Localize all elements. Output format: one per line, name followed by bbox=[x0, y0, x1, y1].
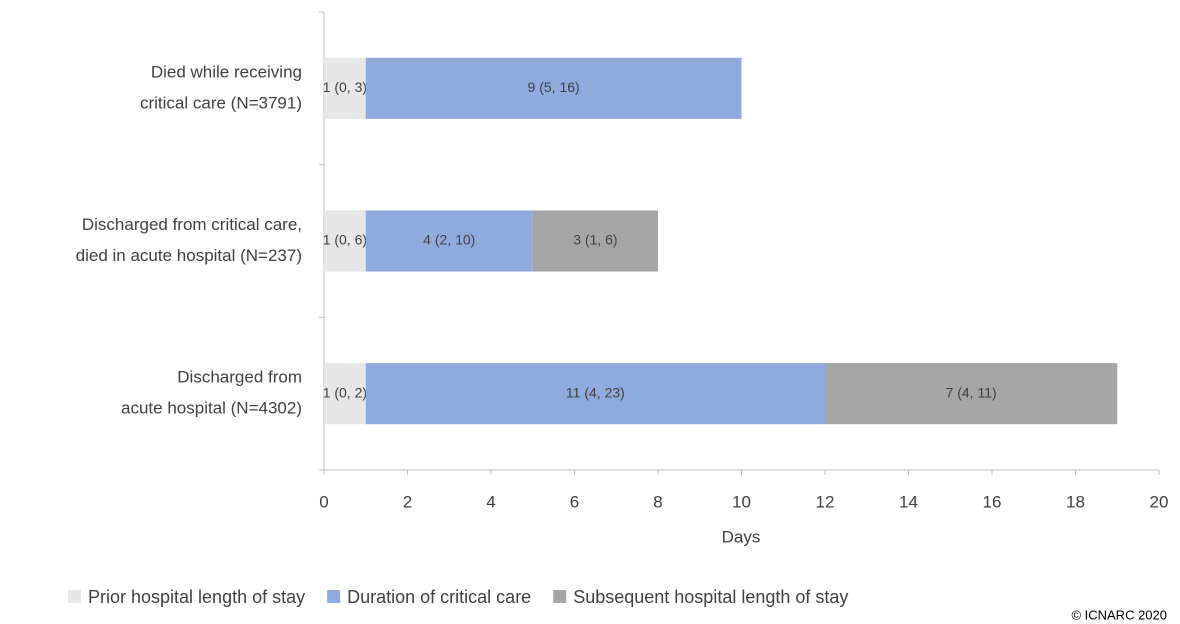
legend-swatch bbox=[68, 590, 81, 603]
x-axis-label: Days bbox=[722, 527, 761, 546]
legend-label: Duration of critical care bbox=[347, 587, 531, 607]
y-tick-label: acute hospital (N=4302) bbox=[121, 399, 302, 418]
y-tick-label: critical care (N=3791) bbox=[140, 93, 302, 112]
y-tick-label: Discharged from bbox=[177, 368, 302, 387]
x-tick-label: 10 bbox=[732, 492, 751, 511]
bar-segment bbox=[324, 210, 366, 272]
legend-label: Prior hospital length of stay bbox=[88, 587, 305, 607]
x-tick-label: 20 bbox=[1150, 492, 1169, 511]
x-tick-label: 18 bbox=[1066, 492, 1085, 511]
bar-segment bbox=[365, 363, 825, 425]
value-label: 1 (0, 2) bbox=[323, 384, 367, 400]
x-tick-label: 8 bbox=[653, 492, 662, 511]
x-tick-label: 6 bbox=[570, 492, 579, 511]
x-tick-label: 16 bbox=[983, 492, 1002, 511]
y-tick-label: Discharged from critical care, bbox=[82, 215, 302, 234]
x-tick-label: 4 bbox=[486, 492, 495, 511]
legend-swatch bbox=[327, 590, 341, 603]
x-tick-label: 0 bbox=[319, 492, 328, 511]
x-tick-label: 12 bbox=[816, 492, 835, 511]
value-label: 11 (4, 23) bbox=[566, 384, 625, 400]
value-label: 3 (1, 6) bbox=[573, 232, 617, 248]
y-tick-label: died in acute hospital (N=237) bbox=[76, 246, 302, 265]
value-label: 1 (0, 6) bbox=[323, 232, 367, 248]
x-tick-label: 2 bbox=[403, 492, 412, 511]
y-tick-label: Died while receiving bbox=[151, 62, 302, 81]
bar-segment bbox=[324, 363, 366, 425]
bar-segment bbox=[532, 210, 658, 272]
x-tick-label: 14 bbox=[899, 492, 918, 511]
copyright: © ICNARC 2020 bbox=[1071, 607, 1167, 622]
bar-segment bbox=[825, 363, 1118, 425]
value-label: 4 (2, 10) bbox=[423, 232, 475, 248]
value-label: 9 (5, 16) bbox=[528, 79, 580, 95]
bar-segment bbox=[324, 57, 366, 119]
bar-segment bbox=[365, 57, 742, 119]
legend-label: Subsequent hospital length of stay bbox=[573, 587, 848, 607]
bar-segment bbox=[365, 210, 533, 272]
value-label: 1 (0, 3) bbox=[323, 79, 367, 95]
legend-swatch bbox=[553, 590, 567, 603]
value-label: 7 (4, 11) bbox=[946, 384, 997, 400]
